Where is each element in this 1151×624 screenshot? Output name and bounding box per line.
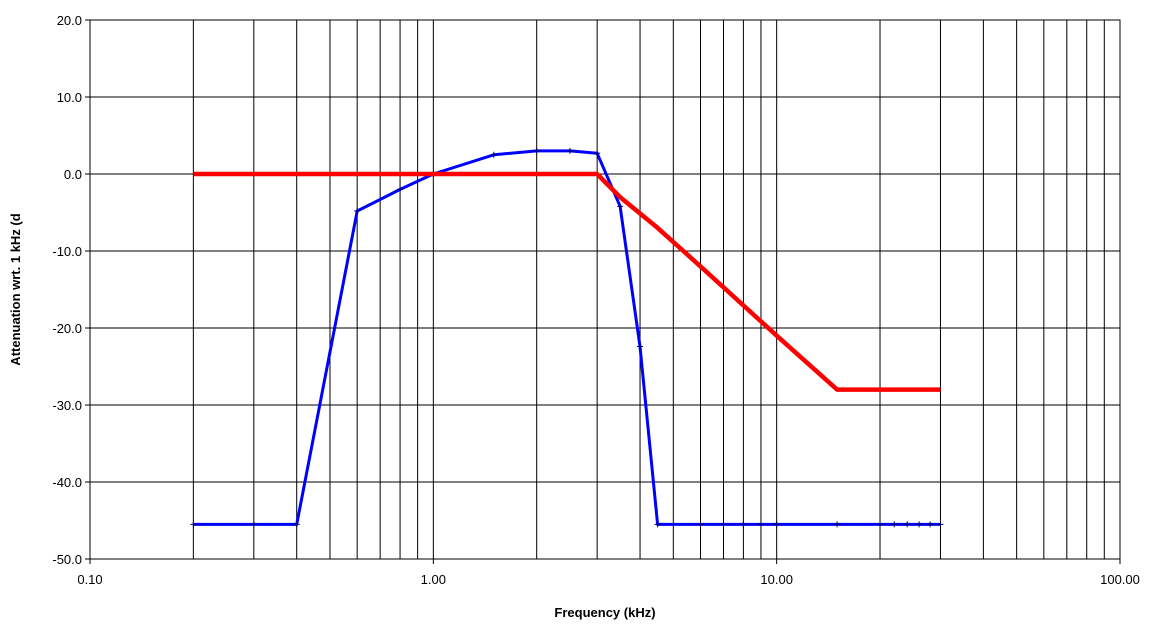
y-tick-label: 0.0 (64, 167, 82, 182)
series-line-1 (193, 149, 941, 526)
y-axis-title: Attenuation wrt. 1 kHz (d (8, 213, 23, 365)
plot-area-frame (89, 19, 1121, 560)
x-tick-label: 1.00 (421, 572, 446, 587)
y-tick-label: 10.0 (57, 90, 82, 105)
x-axis-title: Frequency (kHz) (554, 605, 655, 620)
tick-labels: 20.0 10.0 0.0 -10.0 -20.0 -30.0 -40.0 -50.0 0.10… (52, 13, 1140, 587)
grid (85, 19, 1121, 564)
y-tick-label: -10.0 (52, 244, 82, 259)
x-tick-label: 0.10 (77, 572, 102, 587)
series-layer (190, 147, 944, 528)
series-line-2 (193, 171, 941, 392)
y-tick-label: 20.0 (57, 13, 82, 28)
y-tick-label: -50.0 (52, 552, 82, 567)
y-tick-label: -20.0 (52, 321, 82, 336)
x-tick-label: 100.00 (1100, 572, 1140, 587)
y-tick-label: -30.0 (52, 398, 82, 413)
x-tick-label: 10.00 (760, 572, 793, 587)
y-tick-label: -40.0 (52, 475, 82, 490)
